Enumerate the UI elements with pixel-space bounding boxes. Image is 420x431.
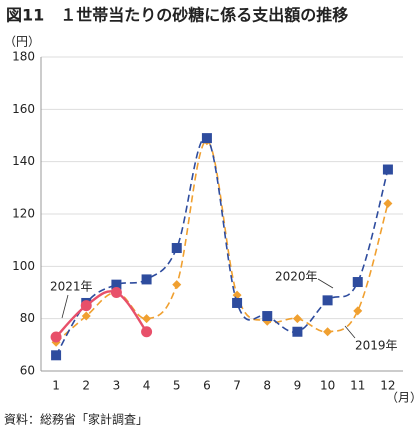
x-unit: （月） [386, 391, 420, 405]
x-tick-label: 8 [263, 379, 271, 393]
marker [353, 306, 363, 316]
marker [382, 164, 393, 175]
marker [292, 326, 303, 337]
y-tick-label: 120 [12, 207, 35, 221]
label-leader [317, 278, 334, 289]
marker [323, 327, 333, 337]
x-tick-label: 11 [350, 379, 365, 393]
marker [110, 287, 122, 298]
marker [383, 199, 393, 209]
series-label: 2020年 [275, 270, 318, 284]
marker [142, 314, 152, 324]
marker [322, 295, 333, 306]
x-tick-label: 9 [294, 379, 302, 393]
y-tick-label: 80 [20, 311, 35, 325]
marker [352, 277, 363, 288]
series-label: 2021年 [50, 280, 93, 294]
marker [111, 279, 122, 290]
y-tick-label: 180 [12, 50, 35, 64]
x-tick-label: 3 [113, 379, 121, 393]
y-tick-label: 60 [20, 364, 35, 378]
y-tick-label: 140 [12, 154, 35, 168]
x-tick-label: 1 [52, 379, 60, 393]
marker [50, 331, 62, 343]
marker [141, 326, 153, 338]
marker [201, 133, 212, 144]
label-leader [61, 294, 69, 319]
y-tick-label: 160 [12, 102, 35, 116]
y-tick-label: 100 [12, 259, 35, 273]
marker [81, 311, 91, 321]
y-unit: （円） [4, 35, 40, 49]
marker [171, 243, 182, 254]
x-tick-label: 2 [82, 379, 90, 393]
marker [141, 274, 152, 285]
marker [172, 280, 182, 290]
marker [51, 350, 62, 361]
x-tick-label: 7 [233, 379, 241, 393]
series-line [55, 290, 148, 338]
x-tick-label: 12 [380, 379, 395, 393]
x-tick-label: 6 [203, 379, 211, 393]
x-tick-label: 10 [320, 379, 335, 393]
x-tick-label: 4 [143, 379, 151, 393]
marker [80, 300, 92, 312]
series-line [55, 136, 389, 356]
marker [292, 314, 302, 324]
label-leader [344, 325, 356, 339]
marker [232, 297, 243, 308]
source: 資料：総務省「家計調査」 [4, 412, 148, 427]
series-line [55, 139, 389, 343]
x-tick-label: 5 [173, 379, 181, 393]
chart-title: 図11 １世帯当たりの砂糖に係る支出額の推移 [6, 6, 348, 25]
series-label: 2019年 [355, 339, 398, 353]
marker [262, 311, 273, 322]
